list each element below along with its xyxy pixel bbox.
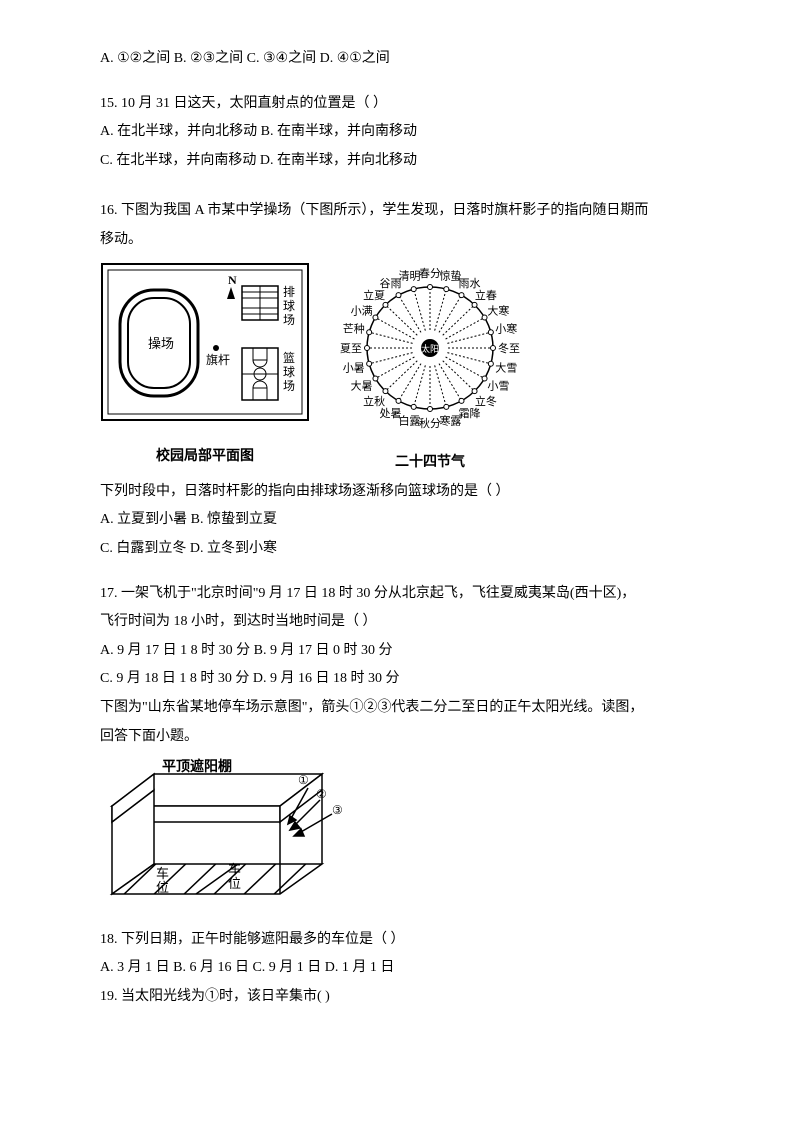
q16-diagrams: 操场 N 旗杆 排 球 场 — [100, 262, 700, 477]
solar-term-label: 立春 — [475, 288, 497, 302]
solar-term-label: 白露 — [399, 413, 421, 427]
spot-label-2b: 位 — [228, 876, 241, 891]
campus-caption: 校园局部平面图 — [100, 444, 310, 471]
solar-terms-diagram: 太阳春分惊蛰雨水立春大寒小寒冬至大雪小雪立冬霜降寒露秋分白露处暑立秋大暑小暑夏至… — [330, 262, 530, 477]
north-label: N — [228, 273, 237, 287]
spot-label-2: 车 — [228, 862, 241, 877]
q16-ask: 下列时段中，日落时杆影的指向由排球场逐渐移向篮球场的是（ ） — [100, 479, 700, 506]
q16-stem-1: 16. 下图为我国 A 市某中学操场（下图所示），学生发现，日落时旗杆影子的指向… — [100, 198, 700, 225]
basketball-label-2: 球 — [283, 365, 295, 379]
solar-term-label: 芒种 — [343, 321, 365, 335]
solar-term-label: 小雪 — [487, 379, 509, 392]
ray-marker-3: ③ — [332, 803, 343, 817]
solar-term-label: 寒露 — [439, 413, 461, 427]
basketball-label-3: 场 — [283, 379, 295, 393]
shelter-diagram: 平顶遮阳棚 车 位 车 位 ① ② ③ — [100, 758, 700, 919]
volleyball-court — [242, 286, 278, 320]
q17-stem-2: 飞行时间为 18 小时，到达时当地时间是（ ） — [100, 609, 700, 636]
solar-terms-svg: 太阳春分惊蛰雨水立春大寒小寒冬至大雪小雪立冬霜降寒露秋分白露处暑立秋大暑小暑夏至… — [330, 262, 530, 438]
solar-caption: 二十四节气 — [330, 450, 530, 477]
q14-options: A. ①②之间 B. ②③之间 C. ③④之间 D. ④①之间 — [100, 46, 700, 73]
spot-label-1: 车 — [156, 866, 169, 881]
solar-term-label: 小寒 — [495, 321, 517, 335]
solar-term-label: 立秋 — [363, 394, 385, 408]
basketball-label-1: 篮 — [283, 350, 295, 365]
solar-term-label: 大暑 — [351, 378, 373, 392]
q15-stem: 15. 10 月 31 日这天，太阳直射点的位置是（ ） — [100, 91, 700, 118]
volleyball-label-3: 场 — [283, 313, 295, 327]
interlude-1: 下图为"山东省某地停车场示意图"，箭头①②③代表二分二至日的正午太阳光线。读图， — [100, 695, 700, 722]
q17-opts-cd: C. 9 月 18 日 1 8 时 30 分 D. 9 月 16 日 18 时 … — [100, 666, 700, 693]
solar-term-label: 立冬 — [475, 394, 497, 408]
q15-opts-ab: A. 在北半球，并向北移动 B. 在南半球，并向南移动 — [100, 119, 700, 146]
ray-marker-2: ② — [316, 787, 327, 801]
q18-stem: 18. 下列日期，正午时能够遮阳最多的车位是（ ） — [100, 927, 700, 954]
solar-term-label: 小满 — [351, 304, 373, 317]
solar-term-label: 夏至 — [340, 342, 362, 355]
q16-opts-cd: C. 白露到立冬 D. 立冬到小寒 — [100, 536, 700, 563]
q16-opts-ab: A. 立夏到小暑 B. 惊蛰到立夏 — [100, 507, 700, 534]
interlude-2: 回答下面小题。 — [100, 724, 700, 751]
q16-stem-2: 移动。 — [100, 227, 700, 254]
solar-term-label: 雨水 — [459, 277, 481, 290]
flagpole-label: 旗杆 — [206, 352, 230, 367]
q18-opts: A. 3 月 1 日 B. 6 月 16 日 C. 9 月 1 日 D. 1 月… — [100, 955, 700, 982]
solar-term-label: 春分 — [419, 267, 441, 280]
solar-term-label: 处暑 — [380, 407, 402, 420]
playground-label: 操场 — [148, 336, 174, 351]
q15-opts-cd: C. 在北半球，并向南移动 D. 在南半球，并向北移动 — [100, 148, 700, 175]
campus-svg: 操场 N 旗杆 排 球 场 — [100, 262, 310, 432]
spot-label-1b: 位 — [156, 880, 169, 895]
ray-marker-1: ① — [298, 773, 309, 787]
solar-term-label: 秋分 — [419, 416, 441, 430]
svg-text:太阳: 太阳 — [421, 343, 439, 354]
solar-term-label: 大雪 — [495, 360, 517, 374]
solar-term-label: 立夏 — [363, 288, 385, 302]
basketball-court — [242, 348, 278, 400]
shelter-svg: 平顶遮阳棚 车 位 车 位 ① ② ③ — [100, 758, 360, 908]
q19-stem: 19. 当太阳光线为①时，该日辛集市( ) — [100, 984, 700, 1011]
campus-diagram: 操场 N 旗杆 排 球 场 — [100, 262, 310, 471]
volleyball-label-2: 球 — [283, 299, 295, 313]
volleyball-label-1: 排 — [283, 285, 295, 299]
q17-stem-1: 17. 一架飞机于"北京时间"9 月 17 日 18 时 30 分从北京起飞，飞… — [100, 581, 700, 608]
solar-term-label: 清明 — [399, 269, 421, 282]
q17-opts-ab: A. 9 月 17 日 1 8 时 30 分 B. 9 月 17 日 0 时 3… — [100, 638, 700, 665]
solar-term-label: 冬至 — [498, 341, 520, 355]
shelter-title: 平顶遮阳棚 — [162, 758, 232, 775]
solar-term-label: 小暑 — [343, 361, 365, 374]
solar-term-label: 霜降 — [459, 406, 481, 420]
solar-term-label: 大寒 — [487, 303, 509, 317]
